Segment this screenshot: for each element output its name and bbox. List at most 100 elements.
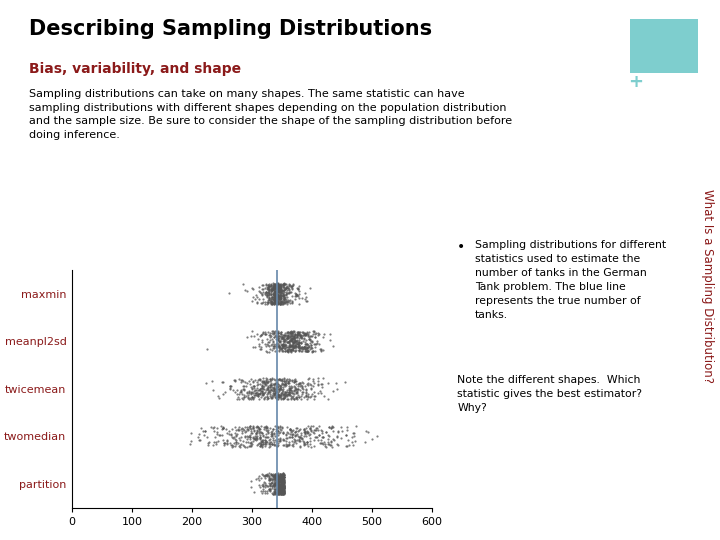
Point bbox=[245, 429, 256, 438]
Point bbox=[240, 437, 252, 446]
Point bbox=[279, 285, 291, 294]
Point bbox=[264, 341, 275, 350]
Point bbox=[287, 389, 299, 397]
Point bbox=[293, 336, 305, 345]
Point bbox=[283, 391, 294, 400]
Point bbox=[274, 300, 285, 308]
Point bbox=[274, 384, 286, 393]
Point bbox=[274, 381, 286, 390]
Point bbox=[282, 338, 293, 347]
Point bbox=[279, 392, 291, 401]
Point bbox=[274, 485, 286, 494]
Point bbox=[289, 344, 301, 353]
Point bbox=[261, 335, 273, 343]
Point bbox=[292, 338, 303, 346]
Point bbox=[282, 288, 294, 297]
Point bbox=[277, 483, 289, 491]
Point bbox=[272, 299, 284, 307]
Point bbox=[347, 441, 359, 449]
Point bbox=[284, 388, 295, 396]
Point bbox=[269, 475, 281, 483]
Point bbox=[298, 334, 310, 343]
Point bbox=[309, 442, 320, 451]
Point bbox=[293, 342, 305, 350]
Point bbox=[269, 480, 280, 488]
Point bbox=[263, 377, 274, 386]
Point bbox=[264, 332, 276, 341]
Point bbox=[268, 342, 279, 351]
Point bbox=[272, 426, 284, 435]
Point bbox=[275, 333, 287, 341]
Point bbox=[274, 292, 285, 301]
Point bbox=[274, 488, 286, 496]
Point bbox=[265, 288, 276, 296]
Point bbox=[266, 481, 278, 490]
Point bbox=[273, 375, 284, 383]
Point bbox=[292, 427, 304, 436]
Point bbox=[281, 297, 292, 306]
Point bbox=[281, 392, 292, 400]
Point bbox=[293, 294, 305, 303]
Point bbox=[230, 438, 242, 447]
Point bbox=[261, 423, 273, 431]
Point bbox=[230, 442, 241, 450]
Point bbox=[266, 299, 278, 307]
Point bbox=[246, 429, 258, 437]
Point bbox=[274, 288, 285, 296]
Point bbox=[279, 478, 290, 487]
Point bbox=[305, 423, 316, 432]
Point bbox=[259, 436, 271, 444]
Point bbox=[283, 341, 294, 350]
Point bbox=[283, 331, 294, 340]
Point bbox=[271, 394, 282, 403]
Point bbox=[284, 334, 295, 343]
Point bbox=[260, 329, 271, 338]
Point bbox=[261, 385, 272, 394]
Point bbox=[276, 389, 287, 398]
Point bbox=[233, 424, 244, 433]
Point bbox=[261, 422, 272, 431]
Point bbox=[279, 284, 290, 293]
Point bbox=[245, 422, 256, 431]
Point bbox=[277, 394, 289, 402]
Point bbox=[276, 472, 287, 481]
Point bbox=[261, 288, 272, 296]
Point bbox=[274, 279, 286, 288]
Point bbox=[275, 488, 287, 496]
Point bbox=[308, 395, 320, 403]
Point bbox=[261, 482, 273, 491]
Point bbox=[284, 296, 295, 305]
Point bbox=[192, 433, 204, 442]
Point bbox=[219, 438, 230, 447]
Point bbox=[280, 389, 292, 398]
Point bbox=[258, 379, 269, 387]
Point bbox=[278, 471, 289, 480]
Point bbox=[278, 487, 289, 495]
Point bbox=[328, 342, 339, 350]
Point bbox=[278, 279, 289, 288]
Point bbox=[271, 279, 283, 288]
Point bbox=[276, 299, 287, 307]
Point bbox=[275, 480, 287, 489]
Point bbox=[238, 424, 249, 433]
Point bbox=[284, 328, 296, 336]
Point bbox=[259, 388, 271, 396]
Point bbox=[297, 382, 308, 391]
Point bbox=[270, 290, 282, 299]
Point bbox=[211, 427, 222, 436]
Point bbox=[266, 431, 278, 440]
Point bbox=[326, 442, 338, 451]
Point bbox=[279, 387, 291, 396]
Point bbox=[271, 471, 283, 480]
Point bbox=[258, 377, 270, 386]
Point bbox=[264, 344, 276, 353]
Point bbox=[254, 379, 266, 388]
Point bbox=[301, 340, 312, 348]
Point bbox=[276, 475, 287, 484]
Point bbox=[285, 347, 297, 355]
Point bbox=[269, 295, 280, 304]
Point bbox=[274, 480, 286, 488]
Point bbox=[305, 336, 316, 345]
Point bbox=[295, 381, 307, 389]
Point bbox=[267, 289, 279, 298]
